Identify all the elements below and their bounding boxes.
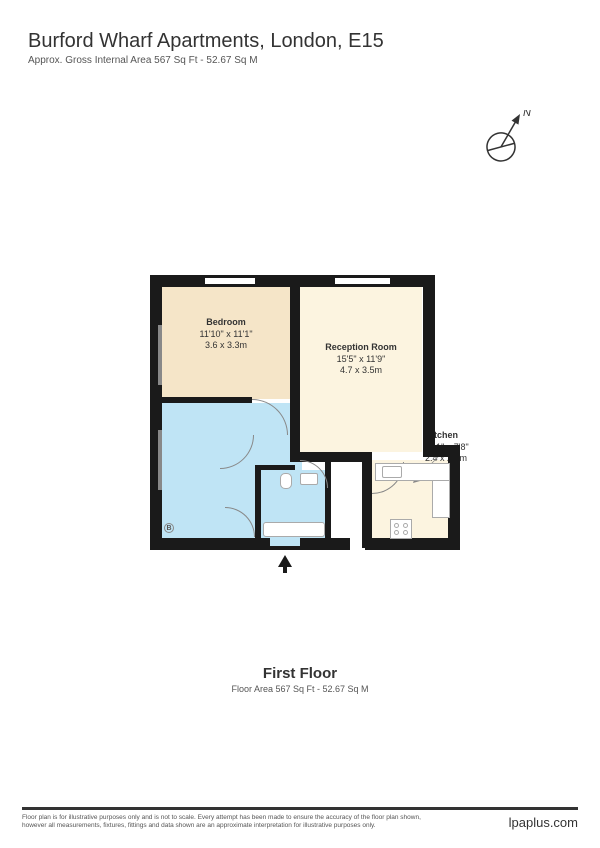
room-bedroom: Bedroom 11'10" x 11'1" 3.6 x 3.3m — [162, 287, 290, 399]
reception-dim-metric: 4.7 x 3.5m — [300, 365, 422, 377]
floor-name: First Floor — [0, 665, 600, 682]
reception-name: Reception Room — [300, 342, 422, 354]
fixture-toilet — [280, 473, 292, 489]
fixture-counter-side — [432, 480, 450, 518]
bedroom-dim-imperial: 11'10" x 11'1" — [162, 329, 290, 341]
disclaimer-line1: Floor plan is for illustrative purposes … — [22, 814, 421, 821]
compass-icon: N — [475, 110, 535, 170]
kitchen-name: Kitchen — [425, 430, 495, 442]
header: Burford Wharf Apartments, London, E15 Ap… — [28, 30, 384, 66]
compass-label: N — [523, 110, 531, 119]
entry-arrow-stem — [283, 565, 287, 573]
fixture-sink — [300, 473, 318, 485]
disclaimer-line2: however all measurements, fixtures, fitt… — [22, 822, 376, 829]
bedroom-dim-metric: 3.6 x 3.3m — [162, 340, 290, 352]
page-title: Burford Wharf Apartments, London, E15 — [28, 30, 384, 53]
room-reception: Reception Room 15'5" x 11'9" 4.7 x 3.5m — [300, 287, 422, 452]
boiler-marker: B — [164, 523, 174, 533]
reception-dim-imperial: 15'5" x 11'9" — [300, 354, 422, 366]
website-label: lpaplus.com — [509, 815, 578, 830]
disclaimer: Floor plan is for illustrative purposes … — [22, 814, 421, 830]
floor-title-block: First Floor Floor Area 567 Sq Ft - 52.67… — [0, 665, 600, 694]
fixture-kitchen-sink — [382, 466, 402, 478]
fixture-bathtub — [263, 522, 325, 537]
floorplan: Bedroom 11'10" x 11'1" 3.6 x 3.3m Recept… — [150, 275, 455, 555]
floor-area: Floor Area 567 Sq Ft - 52.67 Sq M — [0, 684, 600, 694]
bedroom-name: Bedroom — [162, 317, 290, 329]
fixture-hob — [390, 519, 412, 539]
footer: Floor plan is for illustrative purposes … — [22, 807, 578, 830]
page-subtitle: Approx. Gross Internal Area 567 Sq Ft - … — [28, 55, 384, 66]
